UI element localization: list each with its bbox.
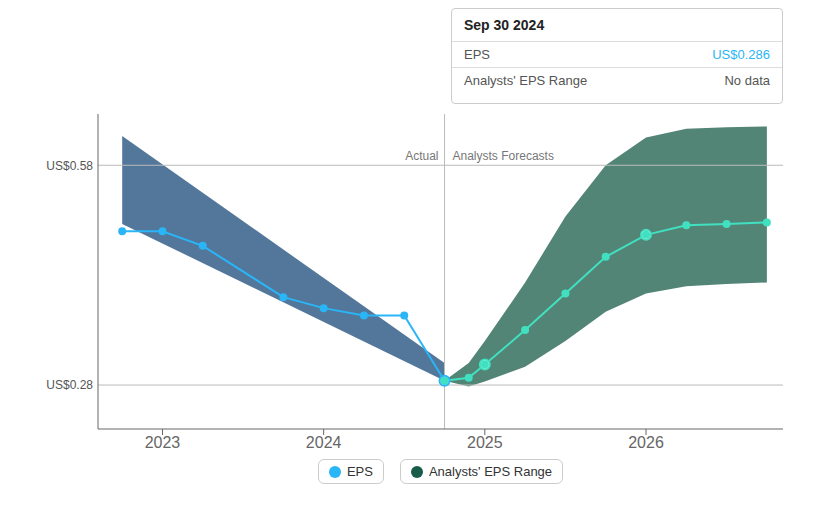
svg-text:2026: 2026: [628, 434, 664, 451]
svg-text:US$0.58: US$0.58: [46, 159, 93, 173]
svg-text:2025: 2025: [467, 434, 503, 451]
html-text:No data: No data: [724, 73, 770, 88]
html-text:Analysts' EPS Range: Analysts' EPS Range: [428, 464, 553, 479]
svg-text:2023: 2023: [145, 434, 181, 451]
html-text:EPS: EPS: [464, 47, 490, 62]
svg-text:Actual: Actual: [405, 149, 438, 163]
svg-text:2024: 2024: [306, 434, 342, 451]
html-text:Analysts' EPS Range: Analysts' EPS Range: [464, 73, 588, 88]
html-text:Sep 30 2024: Sep 30 2024: [464, 17, 545, 33]
svg-text:Analysts Forecasts: Analysts Forecasts: [453, 149, 554, 163]
svg-text:US$0.28: US$0.28: [46, 378, 93, 392]
html-text:US$0.286: US$0.286: [712, 47, 770, 62]
html-text:EPS: EPS: [346, 464, 373, 479]
